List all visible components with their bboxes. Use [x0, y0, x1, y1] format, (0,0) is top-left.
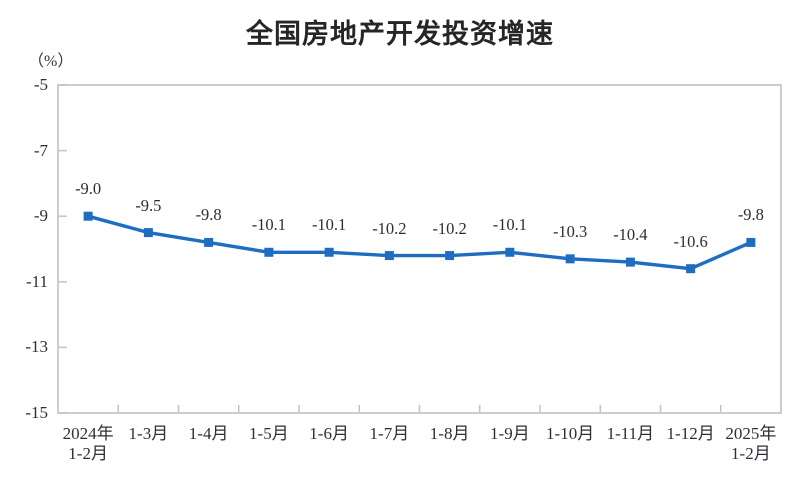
data-label: -9.8 — [195, 205, 222, 225]
x-tick-label: 1-11月 — [606, 424, 655, 443]
data-point-marker — [204, 237, 214, 247]
y-axis-unit-label: （%） — [28, 53, 74, 70]
data-point-marker — [746, 237, 756, 247]
chart-title: 全国房地产开发投资增速 — [246, 19, 554, 49]
data-label: -10.1 — [251, 215, 287, 235]
data-label: -10.4 — [613, 225, 648, 245]
y-tick-label: -5 — [33, 75, 48, 94]
data-label: -9.8 — [737, 205, 764, 225]
y-tick-label: -7 — [33, 140, 48, 160]
x-tick-label: 1-4月 — [188, 424, 229, 443]
data-point-marker — [505, 247, 515, 257]
data-point-marker — [83, 211, 93, 221]
data-point-marker — [445, 251, 455, 261]
data-label: -10.6 — [673, 231, 708, 251]
data-point-marker — [565, 254, 575, 264]
data-point-marker — [686, 264, 696, 274]
data-point-marker — [264, 247, 274, 257]
y-tick-label: -9 — [33, 206, 48, 226]
data-point-marker — [625, 257, 635, 267]
y-tick-label: -15 — [25, 403, 48, 422]
x-tick-label: 1-10月 — [546, 424, 595, 443]
plot-frame — [57, 84, 782, 414]
x-tick-label: 2024年 1-2月 — [62, 424, 114, 463]
x-tick-label: 1-9月 — [490, 424, 530, 443]
x-tick-label: 1-12月 — [666, 424, 715, 443]
data-label: -10.3 — [552, 221, 588, 241]
data-point-marker — [143, 228, 153, 238]
y-tick-label: -11 — [25, 271, 48, 291]
data-label: -10.1 — [492, 215, 528, 235]
x-tick-label: 1-6月 — [309, 424, 349, 443]
data-label: -10.1 — [311, 215, 347, 235]
line-series — [86, 214, 753, 271]
x-tick-label: 2025年 1-2月 — [725, 424, 777, 463]
data-point-marker — [384, 251, 394, 261]
x-tick-label: 1-7月 — [369, 424, 410, 443]
data-label: -9.5 — [135, 195, 162, 215]
data-label: -10.2 — [372, 218, 407, 238]
x-tick-label: 1-8月 — [429, 424, 470, 443]
y-tick-label: -13 — [25, 337, 48, 357]
data-point-marker — [324, 247, 334, 257]
x-tick-label: 1-3月 — [128, 424, 169, 443]
data-label: -10.2 — [432, 218, 467, 238]
x-tick-label: 1-5月 — [249, 424, 289, 443]
data-label: -9.0 — [75, 179, 102, 199]
